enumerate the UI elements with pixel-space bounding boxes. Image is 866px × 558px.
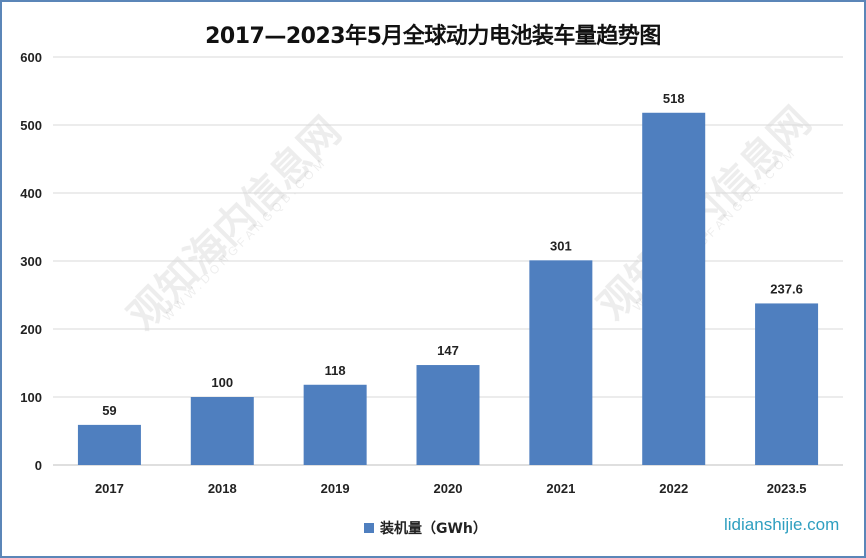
y-tick-label: 500 — [20, 118, 42, 133]
bar — [642, 112, 706, 465]
y-tick-label: 100 — [20, 390, 42, 405]
data-label: 237.6 — [770, 281, 803, 296]
bar — [416, 365, 480, 465]
data-label: 100 — [211, 375, 233, 390]
x-tick-label: 2017 — [95, 481, 124, 496]
data-label: 518 — [663, 91, 685, 106]
y-tick-label: 300 — [20, 254, 42, 269]
site-watermark: lidianshijie.com — [724, 515, 840, 534]
data-label: 301 — [550, 238, 572, 253]
bar — [303, 384, 367, 465]
data-label: 59 — [102, 403, 116, 418]
x-tick-label: 2020 — [434, 481, 463, 496]
y-tick-label: 400 — [20, 186, 42, 201]
x-tick-label: 2022 — [659, 481, 688, 496]
y-tick-label: 0 — [35, 458, 42, 473]
legend: 装机量（GWh） — [364, 518, 487, 538]
bar — [190, 397, 254, 465]
x-tick-label: 2018 — [208, 481, 237, 496]
x-tick-label: 2023.5 — [767, 481, 807, 496]
y-tick-label: 200 — [20, 322, 42, 337]
bar — [529, 260, 593, 465]
x-tick-label: 2021 — [546, 481, 575, 496]
data-label: 147 — [437, 343, 459, 358]
data-label: 118 — [325, 363, 346, 378]
legend-swatch — [364, 523, 374, 533]
legend-label: 装机量（GWh） — [380, 521, 487, 537]
bar — [77, 424, 141, 465]
x-tick-label: 2019 — [321, 481, 350, 496]
bar — [755, 303, 819, 465]
chart-title: 2017—2023年5月全球动力电池装车量趋势图 — [205, 24, 661, 49]
y-tick-label: 600 — [20, 50, 42, 65]
